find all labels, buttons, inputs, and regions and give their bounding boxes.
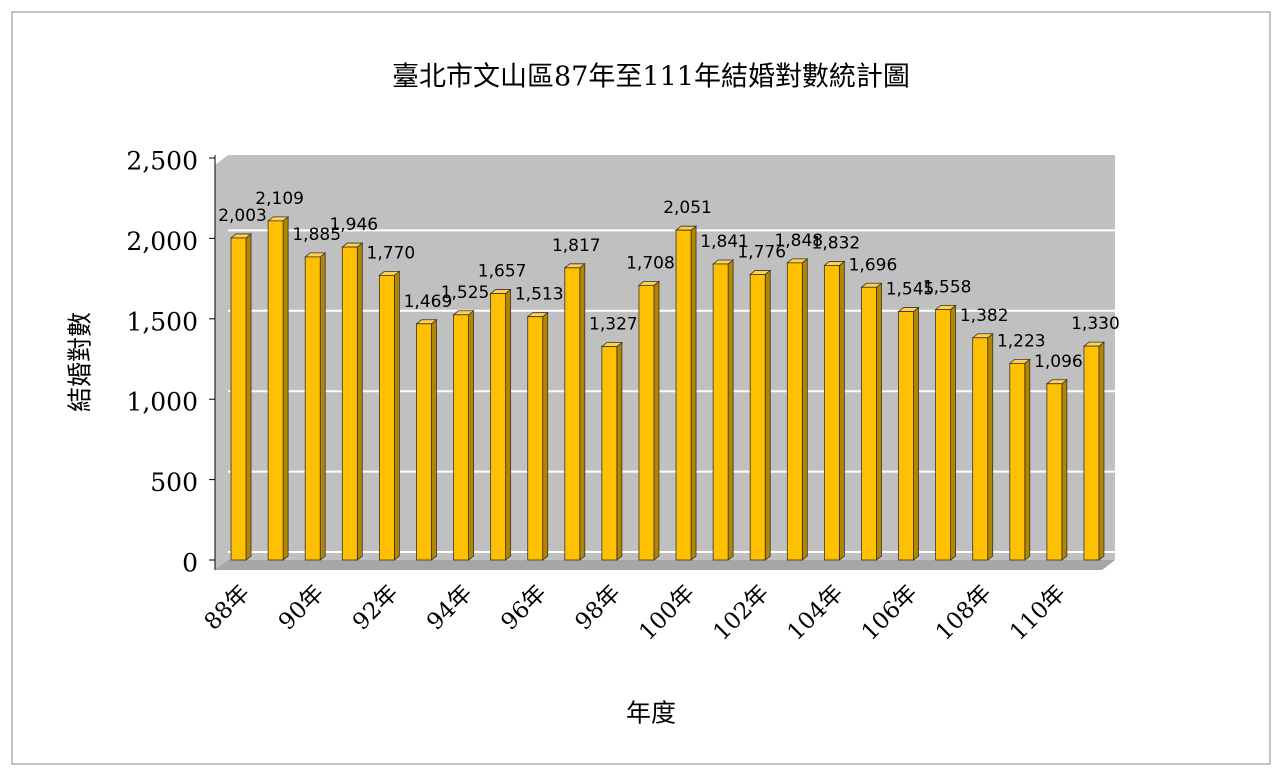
data-label: 1,469 — [404, 292, 453, 312]
y-tick-label: 2,000 — [126, 227, 198, 256]
y-tick-label: 1,500 — [126, 307, 198, 336]
y-tick-label: 2,500 — [126, 147, 198, 176]
bar — [564, 267, 581, 561]
bar — [935, 309, 952, 561]
bar-side — [653, 280, 660, 561]
plot-floor — [215, 560, 1115, 570]
data-label: 1,545 — [886, 280, 935, 300]
bar-side — [1024, 358, 1031, 561]
bar-side — [1098, 341, 1105, 561]
bar-side — [690, 225, 697, 561]
bar — [1009, 362, 1026, 561]
bar-side — [319, 252, 326, 561]
data-label: 2,003 — [218, 206, 267, 226]
bar — [898, 311, 914, 561]
y-tick-label: 1,000 — [126, 388, 198, 417]
bar — [861, 286, 877, 561]
data-label: 1,327 — [589, 315, 638, 335]
bar — [823, 265, 840, 561]
bar-side — [876, 282, 882, 561]
data-label: 1,382 — [960, 306, 1009, 326]
bar-side — [393, 270, 400, 561]
bar-side — [282, 216, 289, 561]
bar-side — [838, 260, 845, 561]
bar — [304, 256, 321, 561]
data-label: 1,770 — [367, 243, 416, 263]
bar-side — [801, 258, 808, 561]
bar-side — [616, 341, 623, 561]
data-label: 1,885 — [292, 225, 341, 245]
bar — [601, 346, 618, 561]
bar-side — [913, 306, 919, 561]
bar-side — [542, 311, 549, 561]
bar — [453, 314, 469, 561]
data-label: 1,708 — [626, 253, 675, 273]
bar — [490, 293, 507, 561]
chart-title: 臺北市文山區87年至111年結婚對數統計圖 — [392, 62, 910, 93]
bar — [1046, 383, 1063, 561]
bar-side — [727, 259, 734, 561]
bar — [786, 262, 803, 561]
data-label: 2,051 — [663, 198, 712, 218]
bar — [267, 220, 284, 561]
bar-side — [356, 242, 363, 561]
data-label: 1,841 — [700, 232, 749, 252]
bar — [341, 246, 358, 561]
bar — [675, 229, 692, 561]
bar — [230, 237, 247, 561]
bar-side — [950, 304, 957, 561]
bar — [712, 263, 729, 561]
bar-side — [1061, 378, 1068, 561]
y-axis-title: 結婚對數 — [66, 312, 95, 412]
data-label: 1,946 — [329, 215, 378, 235]
data-label: 1,696 — [849, 255, 898, 275]
data-label: 1,657 — [478, 262, 527, 282]
data-label: 1,832 — [812, 233, 861, 253]
data-label: 1,848 — [774, 231, 823, 251]
bar-side — [764, 269, 771, 561]
bar — [527, 316, 544, 561]
bar — [1083, 345, 1100, 561]
data-label: 1,096 — [1034, 352, 1083, 372]
data-label: 1,558 — [923, 277, 972, 297]
data-label: 1,513 — [515, 285, 564, 305]
bar-side — [431, 318, 437, 561]
bar — [749, 274, 766, 561]
bar-side — [987, 332, 994, 561]
bar — [416, 323, 432, 561]
x-axis-title: 年度 — [626, 699, 676, 728]
y-tick-label: 0 — [182, 549, 198, 578]
data-label: 2,109 — [255, 189, 304, 209]
bar-side — [468, 309, 474, 561]
data-label: 1,330 — [1071, 314, 1120, 334]
bar-side — [505, 288, 512, 561]
bar — [378, 274, 395, 561]
bar — [638, 284, 655, 561]
bar-side — [579, 262, 586, 561]
data-label: 1,223 — [997, 331, 1046, 351]
data-label: 1,776 — [737, 242, 786, 262]
bar-side — [245, 233, 252, 561]
data-label: 1,525 — [441, 283, 490, 303]
data-label: 1,817 — [552, 236, 601, 256]
y-tick-label: 500 — [150, 468, 198, 497]
bar — [972, 337, 989, 561]
plot-area — [215, 155, 1115, 570]
